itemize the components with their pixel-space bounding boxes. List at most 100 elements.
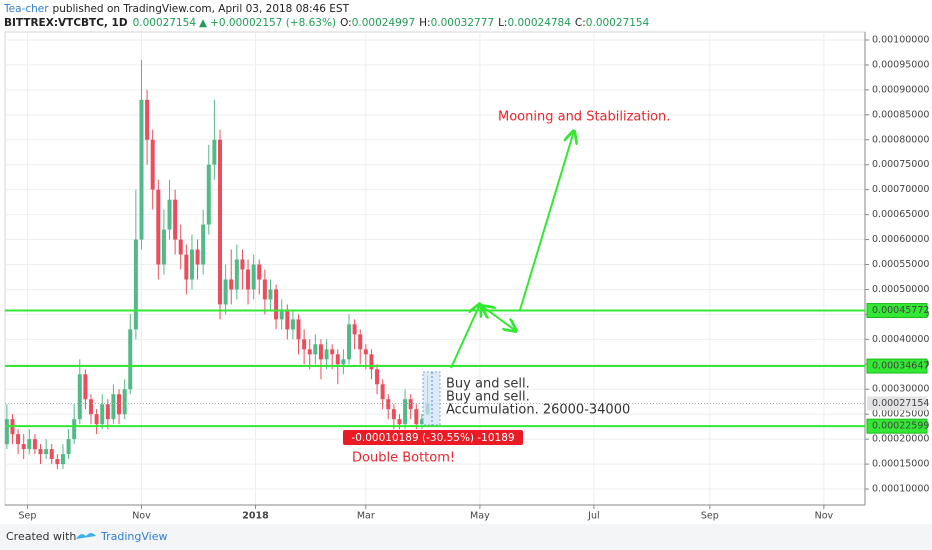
candle-body (150, 139, 155, 190)
candle-body (206, 164, 211, 225)
level-label: 0.00045772 (872, 305, 929, 316)
candle-body (229, 279, 234, 290)
x-tick-label: Sep (701, 511, 719, 522)
ohlc-value: 0.00027154 (586, 17, 650, 29)
y-tick-label: 0.00070000 (872, 184, 929, 195)
candle-body (83, 374, 88, 400)
candle-body (408, 399, 413, 410)
candle-body (324, 349, 329, 360)
y-tick-label: 0.00040000 (872, 334, 929, 345)
ohlc-label: L: (498, 17, 507, 29)
logo (76, 533, 96, 539)
candle-body (386, 399, 391, 410)
x-tick-label: May (470, 511, 490, 522)
candle-body (184, 254, 189, 280)
candle-body (307, 349, 312, 355)
y-tick-label: 0.00065000 (872, 209, 929, 220)
candle-body (21, 444, 26, 450)
annotation: Mooning and Stabilization. (498, 110, 670, 125)
candle-body (290, 319, 295, 330)
arrow (519, 131, 574, 311)
candle-body (32, 439, 37, 450)
footer-created: Created with (6, 530, 76, 543)
candle-body (122, 389, 127, 415)
candle-body (55, 459, 60, 465)
y-tick-label: 0.00080000 (872, 134, 929, 145)
candle-body (145, 99, 150, 140)
candle-body (195, 249, 200, 265)
candle-body (268, 289, 273, 300)
x-tick-label: Nov (815, 511, 834, 522)
candle-body (363, 349, 368, 355)
candle-body (358, 334, 363, 350)
candle-body (223, 279, 228, 305)
candle-body (201, 224, 206, 265)
candle-body (347, 324, 351, 360)
last-price-box (867, 396, 927, 411)
candle-body (285, 309, 290, 330)
ohlc-value: 0.00024997 (352, 17, 415, 29)
candle-body (4, 419, 9, 445)
y-tick-label: 0.00025000 (872, 409, 929, 420)
ohlc-value: 0.00024784 (507, 17, 571, 29)
candle-body (330, 349, 335, 355)
candle-body (66, 439, 71, 455)
y-tick-label: 0.00020000 (872, 434, 929, 445)
candle-body (161, 229, 166, 265)
candle-body (27, 439, 32, 450)
y-tick-label: 0.00050000 (872, 284, 929, 295)
candle-body (318, 344, 323, 360)
candle-body (335, 354, 340, 365)
candle-body (189, 249, 194, 280)
candle-body (49, 449, 54, 460)
footer-bar (0, 524, 932, 550)
arrow (450, 304, 480, 369)
y-tick-label: 0.00060000 (872, 234, 929, 245)
candle-body (117, 394, 122, 415)
candle-body (391, 409, 396, 420)
y-tick-label: 0.00100000 (872, 34, 929, 45)
candle-body (397, 419, 402, 425)
candle-body (240, 259, 245, 270)
x-tick-label: Nov (132, 511, 151, 522)
candle-body (100, 404, 105, 425)
candle-body (156, 189, 161, 265)
header-line-2: BITTREX:VTCBTC, 1D 0.00027154 ▲ +0.00002157… (4, 17, 650, 29)
candle-body (313, 344, 318, 355)
level-label: 0.00034647 (872, 361, 929, 372)
y-tick-label: 0.00055000 (872, 259, 929, 270)
candle-body (139, 99, 144, 240)
candle-body (380, 384, 385, 400)
level-box (866, 358, 928, 374)
candle-body (60, 454, 65, 465)
x-tick-label: Sep (18, 511, 36, 522)
header-line-1: Tea-cher published on TradingView.com, Ap… (3, 3, 350, 15)
annotation: Double Bottom! (352, 451, 455, 466)
candle-body (279, 309, 284, 320)
annotation: Accumulation. 26000-34000 (446, 403, 630, 418)
y-tick-label: 0.00095000 (872, 59, 929, 70)
candle-body (375, 369, 380, 385)
symbol: BITTREX:VTCBTC, 1D (4, 17, 128, 29)
candle-body (296, 319, 301, 340)
candle-body (38, 449, 43, 455)
candle-body (234, 259, 239, 290)
measure-label: -0.00010189 (-30.55%) -10189 (351, 432, 514, 444)
candle-body (105, 404, 110, 420)
y-tick-label: 0.00030000 (872, 384, 929, 395)
candle-body (302, 339, 307, 350)
candle-body (44, 449, 49, 455)
candle-body (246, 269, 251, 290)
level-label: 0.00022599 (872, 421, 929, 432)
candle-body (128, 329, 133, 390)
candle-body (352, 324, 357, 335)
x-tick-label: Mar (357, 511, 375, 522)
annotation: Buy and sell. (446, 377, 530, 392)
level-box (866, 418, 928, 434)
arrow (482, 306, 516, 331)
ohlc-label: C: (575, 17, 586, 29)
candle-body (414, 409, 419, 425)
published: published on TradingView.com, April 03, … (53, 3, 350, 15)
